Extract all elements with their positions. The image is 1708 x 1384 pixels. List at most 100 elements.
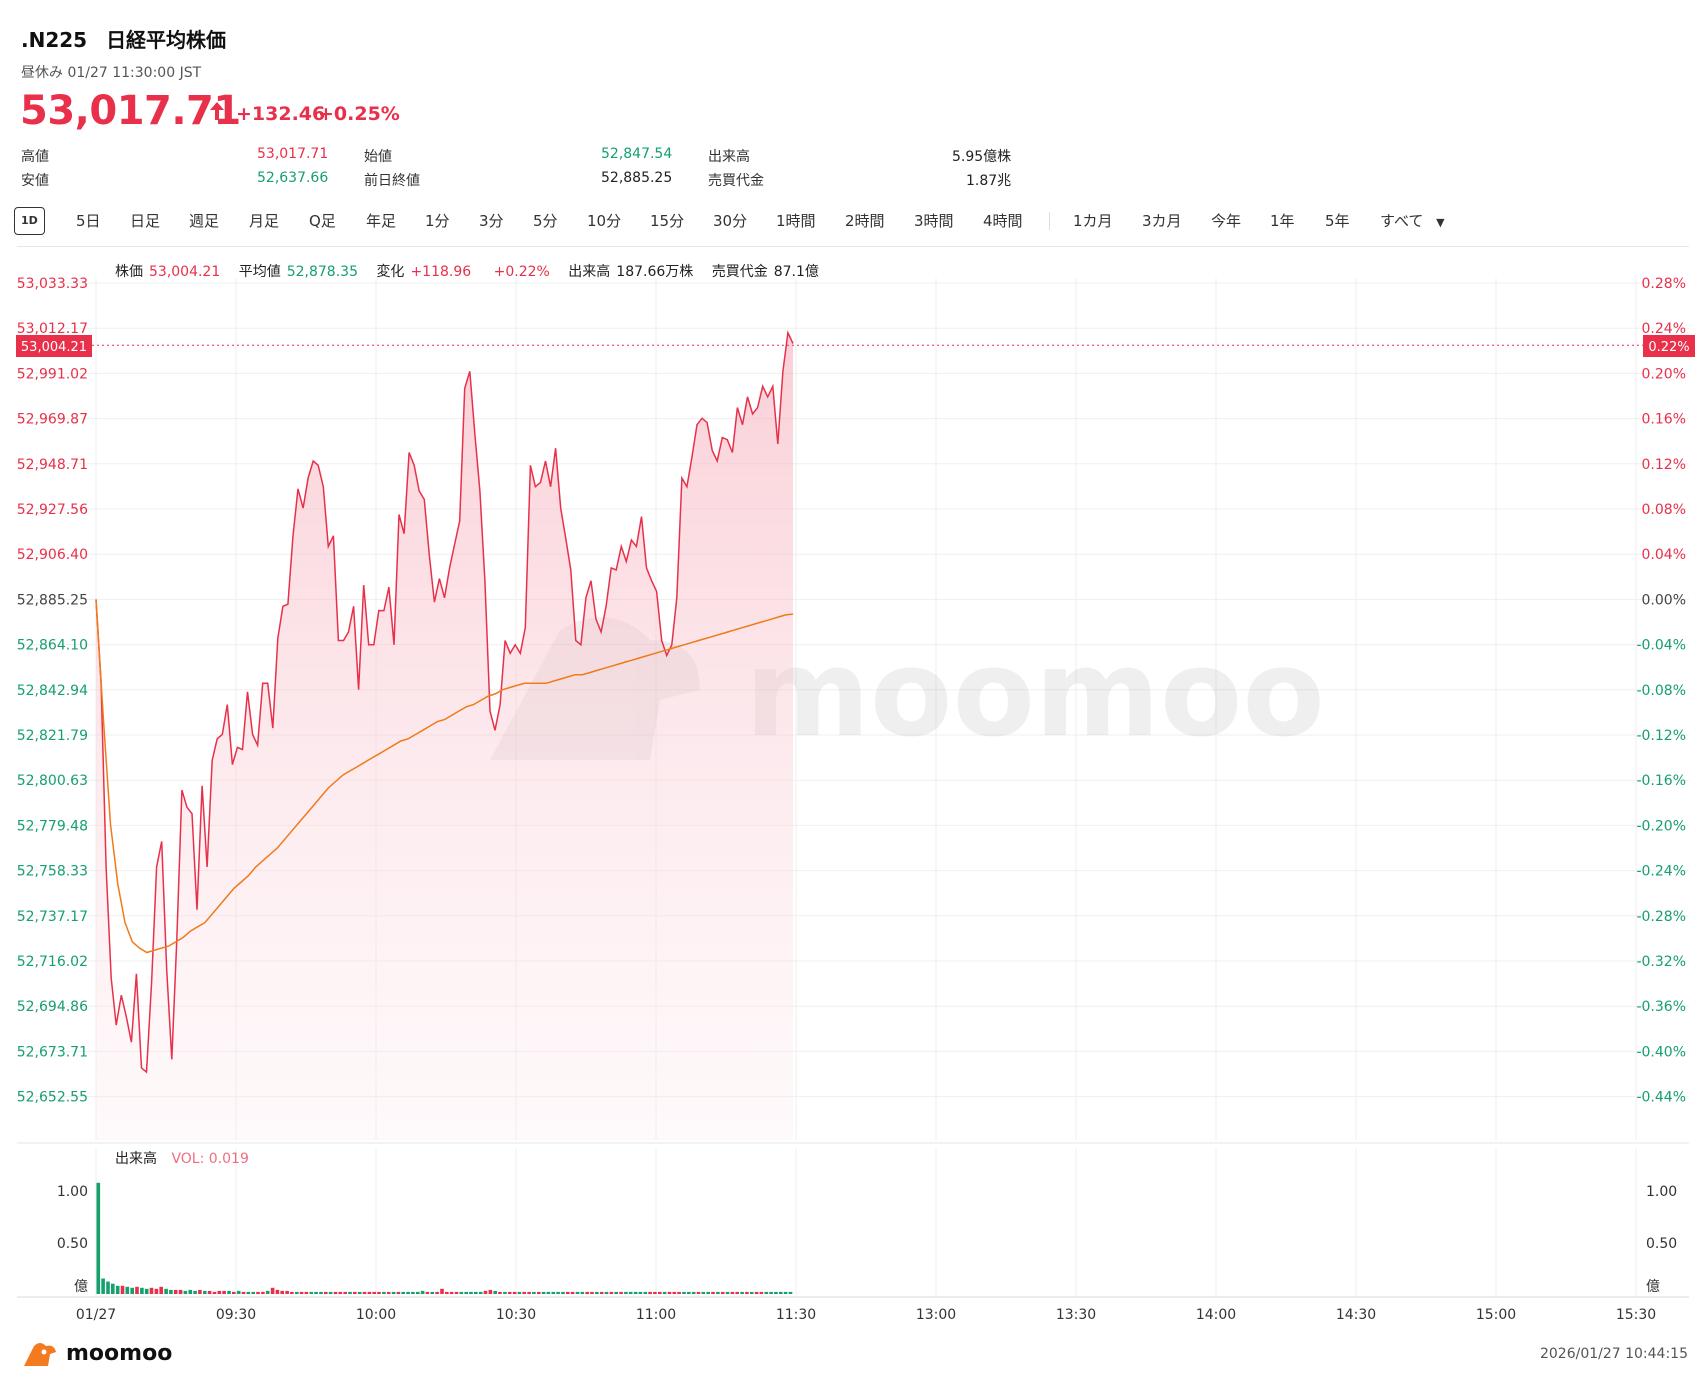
volume-bar — [522, 1291, 526, 1294]
volume-bar — [328, 1291, 333, 1294]
volume-bar — [449, 1291, 454, 1294]
volume-bar — [633, 1291, 638, 1294]
volume-bar — [740, 1291, 744, 1294]
tab-3month[interactable]: 3カ月 — [1142, 212, 1182, 230]
price-change: +132.46 — [236, 103, 326, 125]
volume-bar — [716, 1291, 720, 1294]
volume-bar — [570, 1291, 575, 1294]
volume-bar — [658, 1291, 662, 1294]
volume-bar — [599, 1291, 604, 1294]
volume-bar — [135, 1286, 139, 1294]
tab-5y[interactable]: 5年 — [1325, 212, 1350, 230]
volume-bar — [488, 1289, 493, 1294]
tab-3min[interactable]: 3分 — [479, 212, 504, 230]
tab-10min[interactable]: 10分 — [587, 212, 622, 230]
tab-15min[interactable]: 15分 — [650, 212, 685, 230]
volume-bar — [546, 1291, 551, 1294]
volume-bar — [556, 1291, 560, 1294]
volume-bar — [203, 1290, 207, 1294]
volume-bar — [430, 1291, 435, 1294]
volume-bar — [217, 1290, 222, 1294]
volume-bar — [382, 1291, 386, 1294]
tab-5d[interactable]: 5日 — [76, 212, 101, 230]
stat-low-label: 安値 — [21, 173, 49, 189]
volume-tick-left: 1.00 — [57, 1184, 88, 1200]
legend-vol-value: 187.66万株 — [616, 264, 694, 280]
volume-legend: 出来高 VOL: 0.019 — [115, 1148, 249, 1168]
tab-1h[interactable]: 1時間 — [776, 212, 816, 230]
volume-bar — [580, 1291, 585, 1294]
tab-monthly[interactable]: 月足 — [249, 212, 280, 230]
tab-1min[interactable]: 1分 — [425, 212, 450, 230]
tab-2h[interactable]: 2時間 — [845, 212, 885, 230]
y-tick-pct-label: -0.08% — [1636, 683, 1686, 699]
volume-bar — [682, 1291, 686, 1294]
volume-bar — [483, 1290, 488, 1294]
x-tick-label: 14:30 — [1336, 1307, 1376, 1323]
stat-low-value: 52,637.66 — [257, 170, 329, 186]
volume-bar — [619, 1291, 623, 1294]
footer-brand-text: moomoo — [66, 1340, 173, 1366]
tab-3h[interactable]: 3時間 — [914, 212, 954, 230]
volume-bar — [507, 1291, 512, 1294]
volume-bar — [779, 1291, 783, 1294]
y-tick-pct-label: 0.12% — [1642, 457, 1686, 473]
y-axis-left: 53,033.33 53,012.17 52,991.02 52,969.87 52,9… — [17, 276, 88, 1106]
volume-bar — [561, 1291, 565, 1294]
stat-high-label: 高値 — [21, 149, 49, 165]
volume-bar — [348, 1291, 352, 1294]
y-tick-label: 52,758.33 — [17, 864, 88, 880]
volume-bar — [125, 1286, 130, 1294]
volume-bar — [711, 1291, 715, 1294]
legend-turnover-label: 売買代金 — [711, 264, 768, 280]
avg-line — [95, 599, 794, 954]
volume-bar — [590, 1291, 594, 1294]
moomoo-logo-icon — [24, 1343, 56, 1366]
volume-bar — [246, 1291, 251, 1294]
volume-tick-right: 1.00 — [1646, 1184, 1677, 1200]
x-tick-label: 11:00 — [636, 1307, 676, 1323]
y-tick-label: 52,779.48 — [17, 818, 88, 834]
footer-timestamp: 2026/01/27 10:44:15 — [1539, 1346, 1688, 1362]
y-tick-pct-label: -0.32% — [1636, 954, 1686, 970]
volume-bar — [527, 1291, 531, 1294]
tab-1d[interactable]: 1D — [14, 207, 45, 235]
y-tick-label: 52,991.02 — [17, 366, 88, 382]
volume-bar — [774, 1291, 778, 1294]
tab-daily[interactable]: 日足 — [130, 212, 161, 230]
tab-1y[interactable]: 1年 — [1270, 212, 1295, 230]
tab-all[interactable]: すべて ▼ — [1380, 206, 1445, 238]
volume-bar — [198, 1289, 202, 1294]
x-tick-label: 10:00 — [356, 1307, 396, 1323]
tab-1month[interactable]: 1カ月 — [1073, 212, 1113, 230]
volume-bar — [764, 1291, 769, 1294]
tab-yearly[interactable]: 年足 — [366, 212, 397, 230]
tab-quarterly[interactable]: Q足 — [309, 212, 336, 230]
instrument-name: 日経平均株価 — [106, 28, 227, 52]
volume-bar — [435, 1291, 439, 1294]
volume-bar — [111, 1283, 115, 1294]
tab-4h[interactable]: 4時間 — [983, 212, 1023, 230]
tab-ytd[interactable]: 今年 — [1211, 212, 1242, 230]
stat-prevclose-value: 52,885.25 — [601, 170, 673, 186]
legend-chg-value: +118.96 — [410, 264, 472, 280]
volume-bar — [638, 1291, 643, 1294]
x-tick-label: 14:00 — [1196, 1307, 1236, 1323]
x-tick-label: 15:30 — [1616, 1307, 1656, 1323]
volume-bar — [377, 1291, 381, 1294]
tab-5min[interactable]: 5分 — [533, 212, 558, 230]
volume-bar — [459, 1291, 464, 1294]
volume-bar — [677, 1291, 681, 1294]
volume-bar — [299, 1291, 304, 1294]
volume-bar — [130, 1287, 134, 1294]
legend-avg-value: 52,878.35 — [286, 264, 358, 280]
volume-bar — [411, 1291, 415, 1294]
volume-bar — [222, 1290, 226, 1294]
y-tick-label: 52,948.71 — [17, 457, 88, 473]
tab-30min[interactable]: 30分 — [713, 212, 748, 230]
volume-bar — [575, 1291, 580, 1294]
tab-weekly[interactable]: 週足 — [189, 212, 220, 230]
volume-bar — [420, 1290, 425, 1294]
y-tick-pct-label: -0.12% — [1636, 728, 1686, 744]
